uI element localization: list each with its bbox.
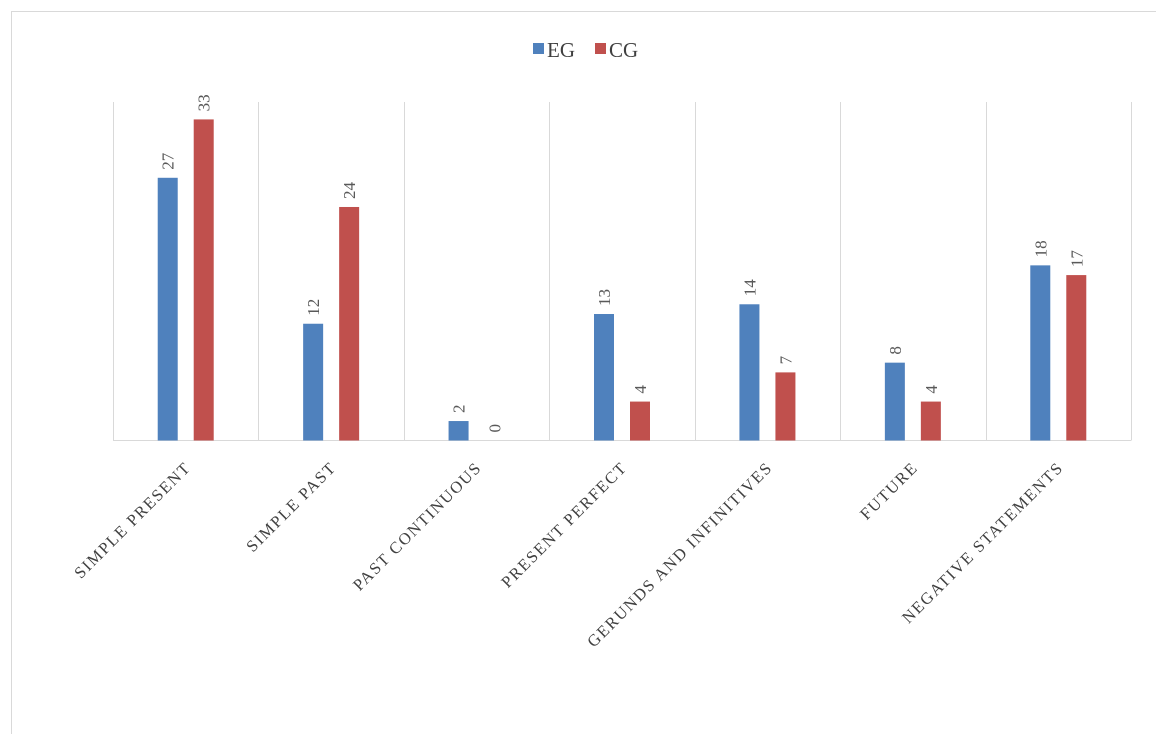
bar-cg-6 [1066,275,1087,441]
bar-eg-0 [157,177,178,441]
category-label-2: PAST CONTINUOUS [349,458,485,594]
category-label-0: SIMPLE PRESENT [70,458,194,582]
bar-eg-2 [448,421,469,441]
data-label-eg-1: 12 [304,299,323,316]
data-label-eg-3: 13 [595,289,614,306]
bar-eg-6 [1030,265,1051,441]
category-label-3: PRESENT PERFECT [497,458,631,592]
data-label-eg-4: 14 [740,279,759,297]
data-label-eg-5: 8 [886,346,905,355]
legend-swatch-eg [533,43,544,54]
data-label-cg-5: 4 [922,385,941,394]
category-label-1: SIMPLE PAST [242,458,340,556]
category-label-5: FUTURE [856,458,922,524]
bar-eg-4 [739,304,760,441]
data-label-cg-3: 4 [631,385,650,394]
category-label-6: NEGATIVE STATEMENTS [898,458,1067,627]
bar-cg-5 [920,401,941,441]
data-label-cg-2: 0 [486,424,505,433]
data-label-cg-1: 24 [340,181,359,199]
bar-eg-5 [884,362,905,441]
bar-eg-3 [594,314,614,441]
legend-label-cg: CG [609,38,638,62]
bar-cg-4 [775,372,796,441]
data-label-cg-6: 17 [1067,250,1086,268]
bar-eg-1 [303,323,324,441]
bar-cg-1 [339,206,360,441]
bar-cg-0 [193,119,214,441]
data-label-eg-6: 18 [1031,240,1050,257]
data-label-eg-0: 27 [159,152,178,170]
data-label-cg-4: 7 [776,355,795,364]
data-label-cg-0: 33 [195,94,214,111]
legend-label-eg: EG [547,38,575,62]
bar-cg-3 [630,401,650,441]
data-label-eg-2: 2 [450,405,469,414]
chart-frame [11,11,1156,734]
legend-swatch-cg [595,43,606,54]
